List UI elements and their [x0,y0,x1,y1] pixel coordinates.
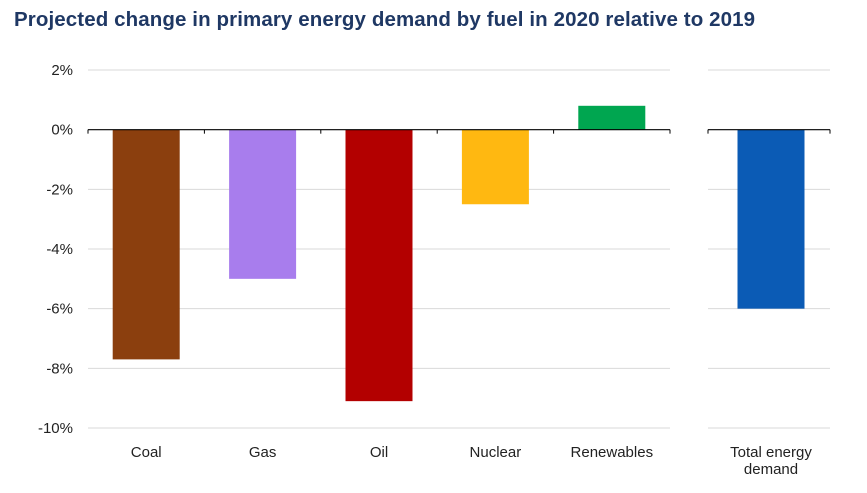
bar-total-energy-demand [737,129,805,309]
category-label: Nuclear [470,444,522,461]
y-tick-label: -8% [46,360,73,377]
bar-nuclear [461,129,529,205]
bar-renewables [578,105,646,130]
y-tick-label: 2% [51,62,73,79]
bar-coal [112,129,180,360]
total-category-label: demand [744,461,798,478]
y-tick-label: -10% [38,420,73,437]
bar-oil [345,129,413,402]
y-tick-label: -4% [46,241,73,258]
category-label: Gas [249,444,277,461]
y-tick-label: -6% [46,301,73,318]
bar-gas [229,129,297,279]
y-tick-label: -2% [46,181,73,198]
chart-title: Projected change in primary energy deman… [14,8,756,31]
bars [112,105,805,402]
gridlines [88,69,830,429]
x-axis-labels: Coal Gas Oil Nuclear Renewables Total energyd… [131,444,813,478]
category-label: Coal [131,444,162,461]
category-label: Oil [370,444,388,461]
total-category-label: Total energy [730,444,812,461]
y-axis-ticks: 2% 0% -2% -4% -6% -8% -10% [38,62,73,437]
zero-axis [87,129,831,134]
category-label: Renewables [571,444,654,461]
y-tick-label: 0% [51,122,73,139]
